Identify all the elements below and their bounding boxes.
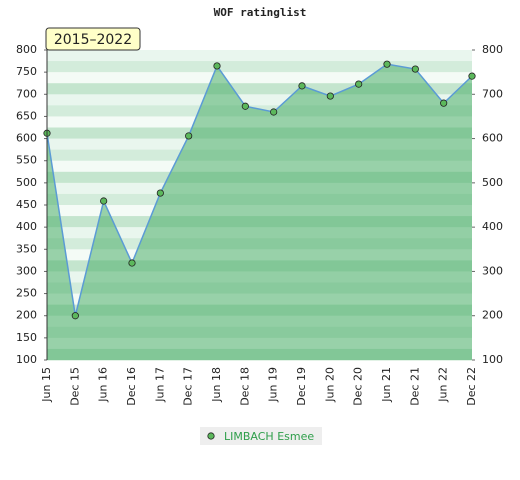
point [185,132,193,140]
x-tick-label: Jun 22 [437,367,450,403]
y-tick-label: 550 [16,154,37,167]
point [355,80,363,88]
y-tick-label: 200 [16,309,37,322]
chart-title: WOF ratinglist [214,6,307,19]
x-tick-label: Dec 16 [125,367,138,406]
point [440,99,448,107]
x-tick-label: Dec 19 [295,367,308,406]
legend-label: LIMBACH Esmee [224,430,314,443]
y-tick-label: 450 [16,198,37,211]
point [468,72,476,80]
y-tick-label: 500 [16,176,37,189]
point [100,197,108,205]
y2-tick-label: 700 [482,87,503,100]
y-tick-label: 400 [16,220,37,233]
plot [43,60,476,361]
line [46,63,473,316]
legend-marker [207,432,215,440]
y-tick-label: 350 [16,242,37,255]
background-stripe [47,61,472,73]
point [326,92,334,100]
background-stripe [47,50,472,62]
x-tick-label: Jun 16 [97,367,110,403]
x-tick-label: Jun 19 [267,367,280,403]
y-tick-label: 250 [16,287,37,300]
x-tick-label: Dec 15 [68,367,81,406]
y2-tick-label: 600 [482,132,503,145]
y-tick-label: 800 [16,43,37,56]
point [71,312,79,320]
background-stripe [47,83,472,95]
x-tick-label: Jun 18 [210,367,223,403]
y-tick-label: 650 [16,109,37,122]
point [213,62,221,70]
point [241,102,249,110]
y2-tick-label: 300 [482,264,503,277]
y-tick-label: 700 [16,87,37,100]
point [298,82,306,90]
point [128,259,136,267]
y2-tick-label: 800 [482,43,503,56]
x-tick-label: Jun 20 [323,367,336,403]
background-stripe [47,72,472,84]
y2-tick-label: 500 [482,176,503,189]
annotation: 2015–2022 [54,32,132,48]
y-tick-label: 600 [16,132,37,145]
area [47,64,472,361]
x-tick-label: Jun 17 [153,367,166,403]
y-tick-label: 300 [16,264,37,277]
point [383,60,391,68]
x-tick-label: Dec 20 [352,367,365,406]
y2-tick-label: 400 [482,220,503,233]
y-tick-label: 150 [16,331,37,344]
x-tick-label: Dec 18 [238,367,251,406]
point [270,108,278,116]
point [411,65,419,73]
x-tick-label: Dec 22 [465,367,478,406]
annotation-box [45,27,141,51]
legend-box [200,427,322,445]
x-tick-label: Jun 21 [380,367,393,403]
background-stripe [47,94,472,106]
x-tick-label: Dec 21 [408,367,421,406]
y-tick-label: 750 [16,65,37,78]
y2-tick-label: 200 [482,309,503,322]
point [156,189,164,197]
x-tick-label: Dec 17 [182,367,195,406]
x-tick-label: Jun 15 [40,367,53,403]
y-tick-label: 100 [16,353,37,366]
y2-tick-label: 100 [482,353,503,366]
